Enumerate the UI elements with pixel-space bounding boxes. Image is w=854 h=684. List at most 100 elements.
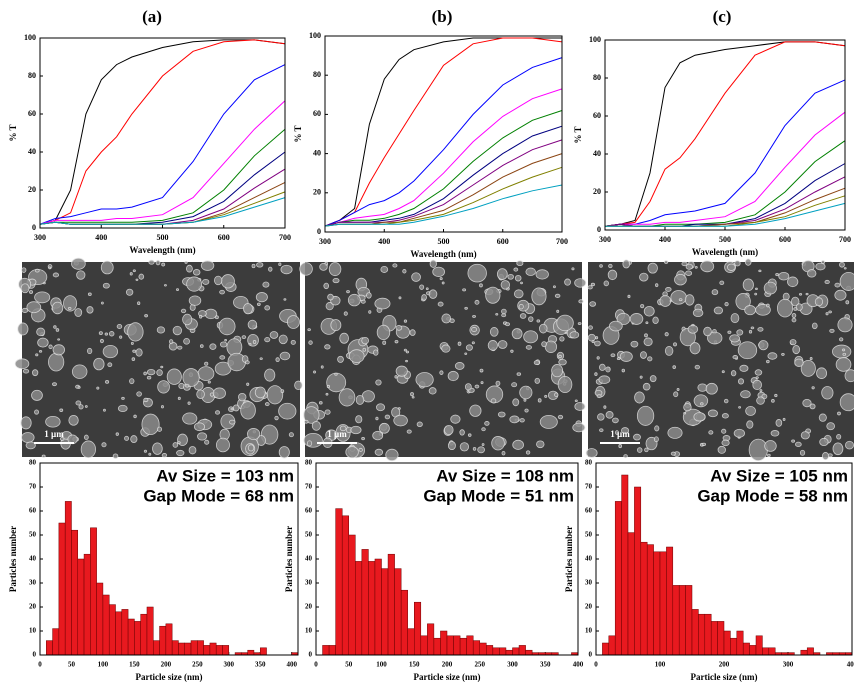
- histogram-bar: [90, 527, 97, 656]
- sem-particle: [764, 440, 777, 452]
- sem-particle: [818, 413, 827, 422]
- sem-particle: [290, 339, 296, 345]
- sem-particle: [756, 396, 765, 405]
- sem-particle: [160, 405, 164, 409]
- sem-particle: [252, 340, 257, 345]
- sem-particle: [52, 272, 60, 278]
- sem-particle: [34, 268, 40, 273]
- histogram-bar: [178, 642, 185, 656]
- histogram-bar: [717, 621, 725, 656]
- transmittance-curve: [604, 41, 846, 227]
- sem-particle: [108, 331, 115, 337]
- y-tick-label: 70: [305, 483, 313, 491]
- histogram-bar: [171, 640, 179, 656]
- sem-particle: [157, 380, 170, 394]
- sem-particle: [26, 301, 42, 314]
- sem-particle: [574, 402, 586, 411]
- sem-particle: [775, 419, 783, 427]
- histogram-bar: [433, 637, 441, 656]
- plot-frame: [604, 39, 846, 231]
- y-tick-label: 80: [313, 70, 321, 79]
- sem-particle: [590, 282, 596, 287]
- sem-particle: [348, 349, 365, 363]
- sem-particle: [266, 385, 284, 405]
- sem-particle: [464, 383, 472, 391]
- x-tick-label: 700: [279, 233, 291, 242]
- histogram-bar: [394, 568, 402, 656]
- sem-particle: [196, 389, 205, 399]
- x-tick-label: 500: [719, 235, 731, 244]
- sem-particle: [740, 390, 751, 399]
- sem-particle: [441, 344, 451, 353]
- histogram-bar: [108, 604, 116, 656]
- plot-frame: [595, 462, 853, 656]
- sem-particle: [20, 283, 30, 294]
- sem-particle: [264, 402, 270, 407]
- sem-particle: [748, 329, 753, 334]
- x-tick-label: 100: [655, 661, 666, 669]
- sem-particle: [534, 377, 541, 384]
- histogram-bar: [614, 501, 622, 656]
- sem-particle: [729, 334, 740, 343]
- sem-particle: [509, 415, 520, 424]
- sem-particle: [278, 262, 282, 266]
- sem-particle: [275, 357, 280, 363]
- transmittance-curve: [324, 153, 563, 227]
- sem-particle: [447, 441, 456, 451]
- sem-particle: [733, 428, 745, 438]
- annotation: Gap Mode = 51 nm: [423, 486, 574, 505]
- sem-particle: [574, 278, 587, 288]
- histogram-bar: [678, 585, 686, 656]
- sem-particle: [513, 289, 524, 299]
- sem-particle: [345, 446, 359, 459]
- sem-particle: [125, 288, 134, 296]
- sem-particle: [394, 339, 399, 344]
- sem-particle: [264, 337, 271, 343]
- sem-particle: [732, 355, 738, 360]
- y-tick-label: 10: [305, 627, 313, 635]
- sem-particle: [678, 298, 683, 302]
- sem-particle: [474, 384, 480, 389]
- sem-particle: [703, 326, 712, 337]
- sem-particle: [467, 433, 472, 437]
- y-tick-label: 80: [585, 459, 593, 467]
- sem-particle: [77, 385, 81, 389]
- sem-particle: [307, 328, 311, 332]
- sem-particle: [845, 440, 854, 450]
- sem-particle: [655, 283, 659, 288]
- x-tick-label: 400: [659, 235, 671, 244]
- x-axis-label: Wavelength (nm): [692, 247, 758, 257]
- sem-particle: [200, 260, 215, 271]
- histogram-bar: [197, 640, 204, 656]
- sem-particle: [789, 339, 797, 346]
- y-tick-label: 40: [313, 148, 321, 157]
- histogram-bar: [348, 534, 356, 656]
- sem-particle: [325, 392, 329, 396]
- sem-particle: [119, 335, 123, 339]
- sem-particle: [326, 384, 331, 389]
- y-tick-label: 50: [29, 531, 37, 539]
- sem-particle: [241, 335, 247, 340]
- sem-particle: [642, 382, 651, 391]
- sem-particle: [402, 269, 407, 274]
- sem-particle: [129, 378, 135, 385]
- sem-particle: [80, 440, 97, 459]
- sem-particle: [639, 375, 643, 379]
- sem-particle: [495, 380, 501, 386]
- sem-particle: [212, 387, 226, 399]
- sem-particle: [599, 363, 606, 371]
- sem-particle: [326, 372, 347, 393]
- histogram-bar: [102, 594, 110, 656]
- sem-particle: [791, 439, 796, 443]
- sem-particle: [619, 351, 633, 362]
- sem-particle: [479, 368, 484, 373]
- x-tick-label: 500: [157, 233, 169, 242]
- sem-image: 1 µm: [14, 257, 303, 459]
- sem-particle: [156, 369, 163, 377]
- sem-particle: [474, 299, 480, 305]
- sem-particle: [595, 336, 599, 340]
- x-tick-label: 400: [378, 237, 390, 246]
- histogram-bar: [653, 551, 661, 656]
- sem-particle: [278, 334, 288, 345]
- sem-particle: [160, 365, 164, 369]
